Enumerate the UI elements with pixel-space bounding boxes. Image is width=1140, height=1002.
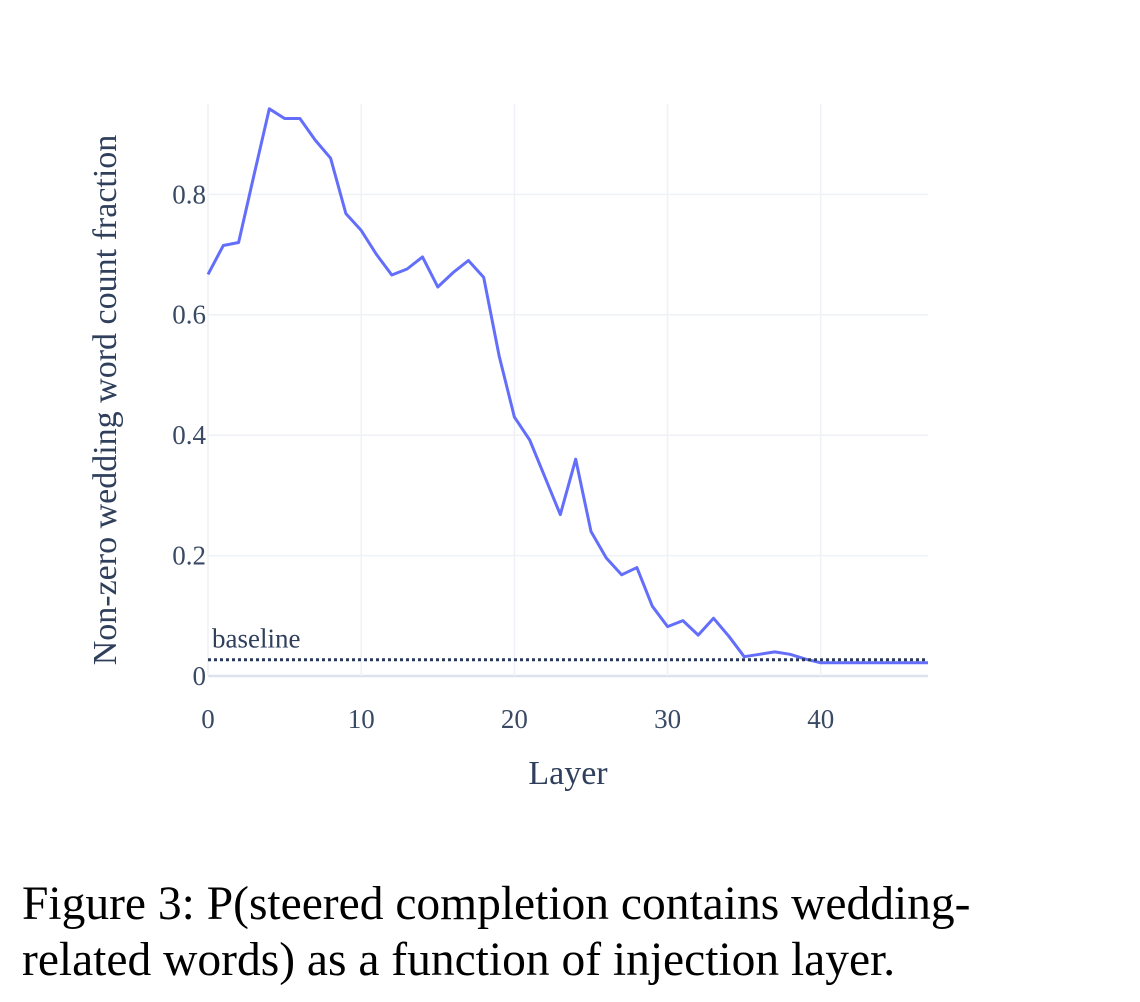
data-point [267, 107, 271, 111]
x-tick-label: 20 [501, 704, 528, 734]
data-point [727, 634, 731, 638]
data-point [773, 650, 777, 654]
x-tick-label: 10 [348, 704, 375, 734]
data-point [237, 240, 241, 244]
data-point [252, 173, 256, 177]
y-tick-label: 0.2 [172, 541, 206, 571]
data-point [405, 267, 409, 271]
data-point [666, 625, 670, 629]
data-point [712, 616, 716, 620]
baseline-label: baseline [212, 624, 300, 654]
data-point [497, 354, 501, 358]
data-point [849, 661, 853, 665]
y-tick-label: 0.4 [172, 420, 206, 450]
data-point [359, 228, 363, 232]
data-point [558, 513, 562, 517]
data-point [543, 475, 547, 479]
data-point [283, 116, 287, 120]
data-point [926, 661, 930, 665]
data-point [451, 271, 455, 275]
tick-labels: 0 0.2 0.4 0.6 0.8 0 10 20 30 40 [172, 179, 834, 734]
series-layer [206, 107, 930, 665]
data-point [650, 604, 654, 608]
data-point [298, 116, 302, 120]
y-tick-label: 0 [193, 661, 207, 691]
grid [207, 104, 928, 678]
data-point [206, 272, 210, 276]
annotations: baseline [212, 624, 300, 654]
data-point [482, 275, 486, 279]
data-point [819, 661, 823, 665]
data-point [880, 661, 884, 665]
x-tick-label: 0 [201, 704, 215, 734]
data-point [911, 661, 915, 665]
data-point [604, 556, 608, 560]
data-point [574, 457, 578, 461]
data-point [788, 652, 792, 656]
data-point [834, 661, 838, 665]
series-line [206, 107, 928, 665]
y-axis-title: Non-zero wedding word count fraction [87, 135, 124, 666]
y-tick-label: 0.6 [172, 300, 206, 330]
x-tick-label: 30 [654, 704, 681, 734]
data-point [466, 259, 470, 263]
y-tick-label: 0.8 [172, 179, 206, 209]
data-point [313, 138, 317, 142]
data-point [344, 212, 348, 216]
data-point [512, 415, 516, 419]
data-point [390, 273, 394, 277]
data-point [528, 438, 532, 442]
figure-caption: Figure 3: P(steered completion contains … [22, 876, 1122, 988]
data-point [221, 243, 225, 247]
data-point [436, 285, 440, 289]
x-tick-label: 40 [807, 704, 834, 734]
caption-line-2: related words) as a function of injectio… [22, 934, 896, 986]
data-point [696, 633, 700, 637]
data-point [895, 661, 899, 665]
data-point [420, 255, 424, 259]
data-point [375, 253, 379, 257]
data-point [681, 619, 685, 623]
line-chart: 0 0.2 0.4 0.6 0.8 0 10 20 30 40 baseline Layer No… [87, 104, 930, 792]
data-point [329, 156, 333, 160]
data-point [589, 529, 593, 533]
data-point [620, 573, 624, 577]
caption-line-1: Figure 3: P(steered completion contains … [22, 878, 971, 930]
data-point [742, 655, 746, 659]
data-point [757, 652, 761, 656]
x-axis-title: Layer [528, 755, 608, 792]
data-point [635, 566, 639, 570]
data-point [865, 661, 869, 665]
